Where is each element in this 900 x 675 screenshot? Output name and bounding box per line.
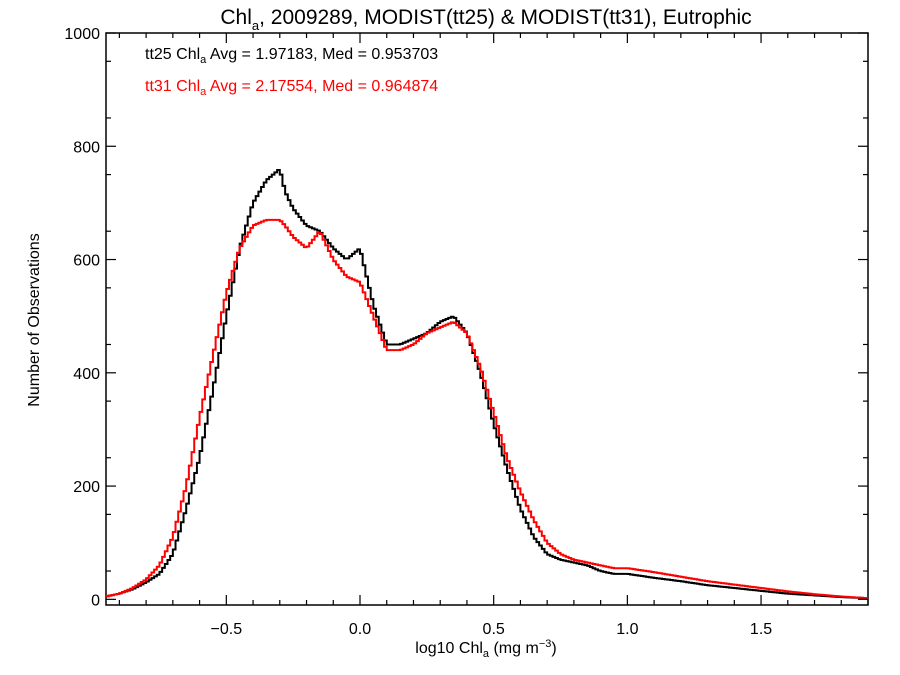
y-tick-label: 0 [91, 592, 100, 609]
chart-title: Chla, 2009289, MODIST(tt25) & MODIST(tt3… [220, 6, 751, 33]
y-tick-label: 800 [73, 139, 100, 156]
tt25-stats-subscript: a [200, 54, 207, 66]
tt31-stats-part: tt31 Chl [145, 78, 200, 95]
tt25-stats-part: Avg = 1.97183, Med = 0.953703 [206, 46, 438, 63]
x-axis-title-part: log10 Chl [415, 640, 483, 657]
y-tick-label: 200 [73, 479, 100, 496]
tt31-stats-subscript: a [200, 86, 207, 98]
x-tick-label: 1.5 [750, 621, 772, 638]
y-tick-label: 400 [73, 366, 100, 383]
y-axis-title: Number of Observations [26, 233, 43, 406]
y-tick-label: 1000 [64, 26, 100, 43]
x-axis-title-part: ) [551, 640, 556, 657]
chart-title-part: , 2009289, MODIST(tt25) & MODIST(tt31), … [259, 6, 752, 29]
y-tick-label: 600 [73, 253, 100, 270]
y-tick-labels: 0 200 400 600 800 1000 [64, 26, 100, 609]
tt25-histogram-line [106, 169, 868, 600]
tt25-stats-label: tt25 Chla Avg = 1.97183, Med = 0.953703 [145, 46, 438, 66]
tt25-stats-part: tt25 Chl [145, 46, 200, 63]
x-tick-label: 0.5 [483, 621, 505, 638]
tt31-stats-part: Avg = 2.17554, Med = 0.964874 [206, 78, 438, 95]
x-axis-title-subscript: a [483, 648, 490, 660]
x-tick-label: −0.5 [211, 621, 243, 638]
x-axis-title: log10 Chla (mg m−3) [415, 638, 556, 660]
chart-title-part: Chl [220, 6, 252, 29]
x-tick-label: 0.0 [349, 621, 371, 638]
tt31-stats-label: tt31 Chla Avg = 2.17554, Med = 0.964874 [145, 78, 438, 98]
ticks-layer [106, 32, 869, 605]
chart-title-subscript: a [252, 18, 260, 33]
tt31-histogram-line [106, 218, 868, 600]
x-tick-label: 1.0 [616, 621, 638, 638]
plot-frame [105, 32, 869, 606]
x-axis-title-part: (mg m [489, 640, 539, 657]
x-tick-labels: −0.5 0.0 0.5 1.0 1.5 [211, 621, 773, 638]
series-layer [106, 169, 868, 600]
x-axis-title-superscript: −3 [539, 638, 552, 650]
